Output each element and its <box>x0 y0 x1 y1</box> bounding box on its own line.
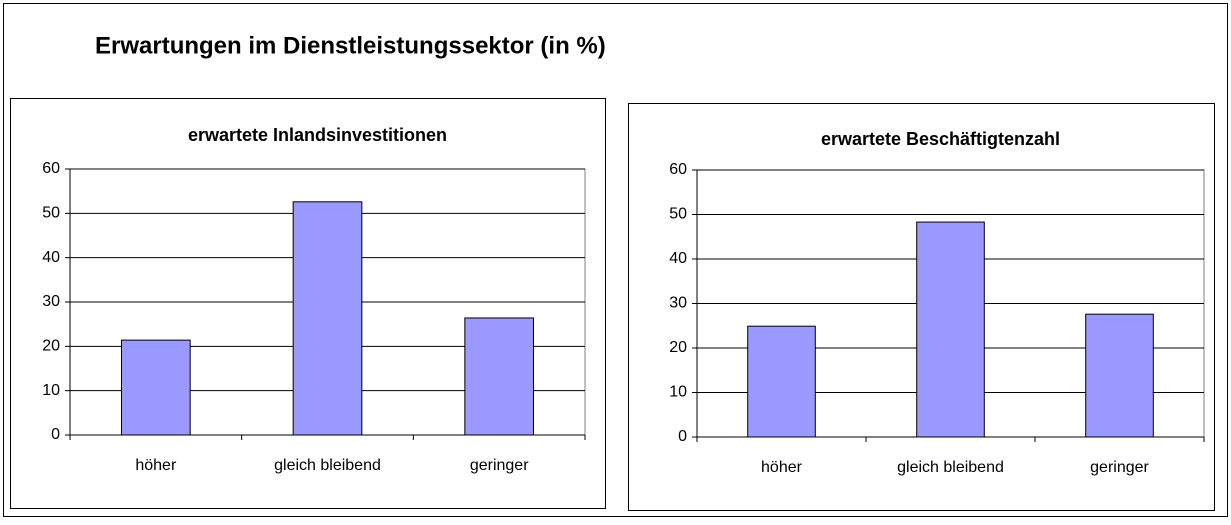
bar <box>1085 313 1154 438</box>
y-tick-label: 0 <box>678 428 687 445</box>
y-tick-label: 30 <box>669 295 687 312</box>
bar <box>464 317 535 436</box>
y-tick-label: 60 <box>42 160 60 177</box>
y-tick-label: 30 <box>42 293 60 310</box>
bar <box>916 221 985 438</box>
x-tick-label: gleich bleibend <box>897 459 1004 476</box>
x-tick-label: höher <box>761 459 803 476</box>
x-tick-label: geringer <box>1090 459 1149 476</box>
y-tick-label: 60 <box>669 161 687 178</box>
y-tick-label: 50 <box>669 206 687 223</box>
y-tick-label: 20 <box>42 338 60 355</box>
chart-title: erwartete Inlandsinvestitionen <box>188 125 447 145</box>
y-tick-label: 40 <box>669 250 687 267</box>
y-tick-label: 40 <box>42 249 60 266</box>
y-tick-label: 50 <box>42 205 60 222</box>
y-tick-label: 10 <box>42 382 60 399</box>
bar <box>747 325 816 438</box>
bar <box>292 201 363 436</box>
page-title: Erwartungen im Dienstleistungssektor (in… <box>95 32 606 59</box>
y-tick-label: 10 <box>669 384 687 401</box>
x-tick-label: geringer <box>470 457 529 474</box>
bar <box>121 339 191 436</box>
y-tick-label: 0 <box>51 426 60 443</box>
x-tick-label: höher <box>135 457 177 474</box>
y-tick-label: 20 <box>669 339 687 356</box>
x-tick-label: gleich bleibend <box>274 457 381 474</box>
chart-title: erwartete Beschäftigtenzahl <box>821 129 1060 149</box>
